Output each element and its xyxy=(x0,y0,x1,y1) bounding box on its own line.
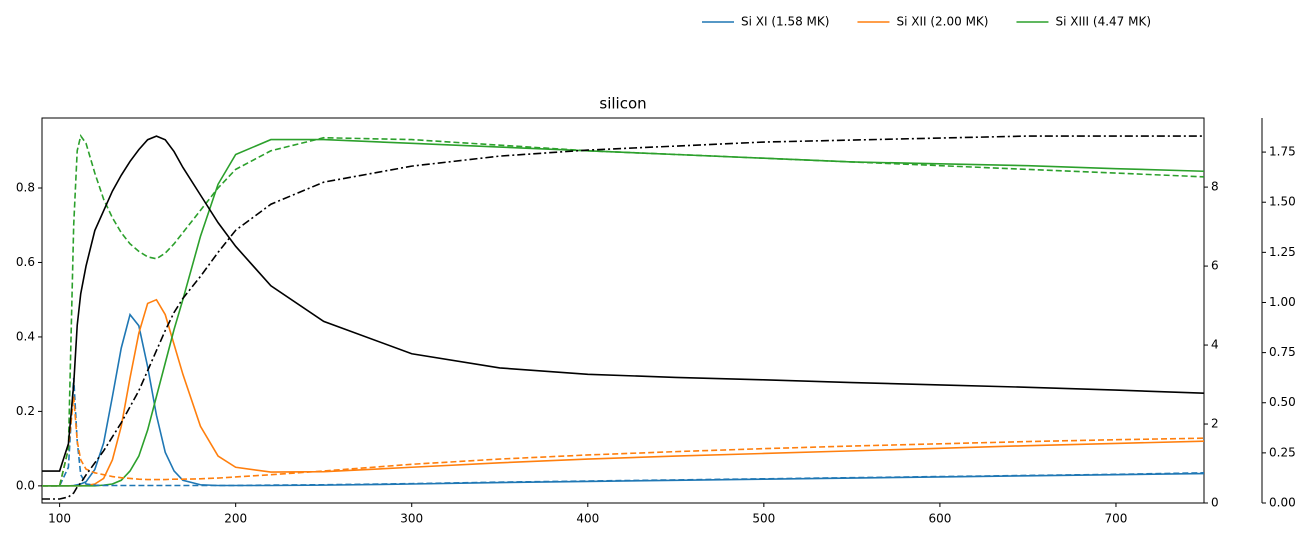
series-line xyxy=(42,298,1204,487)
series-line xyxy=(42,135,1204,500)
series-line xyxy=(42,377,1204,487)
chart-title: silicon xyxy=(599,95,646,113)
y3-tick-label: 0.50 xyxy=(1269,395,1296,409)
y3-tick-label: 1.50 xyxy=(1269,195,1296,209)
y3-tick-label: 0.25 xyxy=(1269,445,1296,459)
x-tick-label: 400 xyxy=(576,512,599,526)
y3-tick-label: 0.75 xyxy=(1269,345,1296,359)
x-tick-label: 500 xyxy=(752,512,775,526)
y3-tick-label: 1.25 xyxy=(1269,245,1296,259)
legend-label: Si XIII (4.47 MK) xyxy=(1055,15,1151,29)
x-tick-label: 600 xyxy=(928,512,951,526)
series-line xyxy=(42,135,1204,472)
series-line xyxy=(42,133,1204,487)
y3-tick-label: 1.00 xyxy=(1269,295,1296,309)
series-line xyxy=(42,396,1204,487)
y-tick-label: 0.0 xyxy=(16,478,35,492)
x-tick-label: 300 xyxy=(400,512,423,526)
y3-tick-label: 0.00 xyxy=(1269,496,1296,510)
legend-label: Si XI (1.58 MK) xyxy=(741,15,829,29)
x-tick-label: 700 xyxy=(1105,512,1128,526)
series-line xyxy=(42,138,1204,487)
y-tick-label: 0.8 xyxy=(16,181,35,195)
x-tick-label: 100 xyxy=(48,512,71,526)
y2-tick-label: 0 xyxy=(1211,496,1219,510)
series-line xyxy=(42,312,1204,487)
y3-tick-label: 1.75 xyxy=(1269,145,1296,159)
y2-tick-label: 2 xyxy=(1211,417,1219,431)
y-tick-label: 0.6 xyxy=(16,255,35,269)
y2-tick-label: 4 xyxy=(1211,338,1219,352)
x-tick-label: 200 xyxy=(224,512,247,526)
y-tick-label: 0.2 xyxy=(16,404,35,418)
y2-tick-label: 6 xyxy=(1211,259,1219,273)
legend-label: Si XII (2.00 MK) xyxy=(896,15,988,29)
plot-frame xyxy=(41,117,1205,504)
y2-tick-label: 8 xyxy=(1211,180,1219,194)
y-tick-label: 0.4 xyxy=(16,329,35,343)
